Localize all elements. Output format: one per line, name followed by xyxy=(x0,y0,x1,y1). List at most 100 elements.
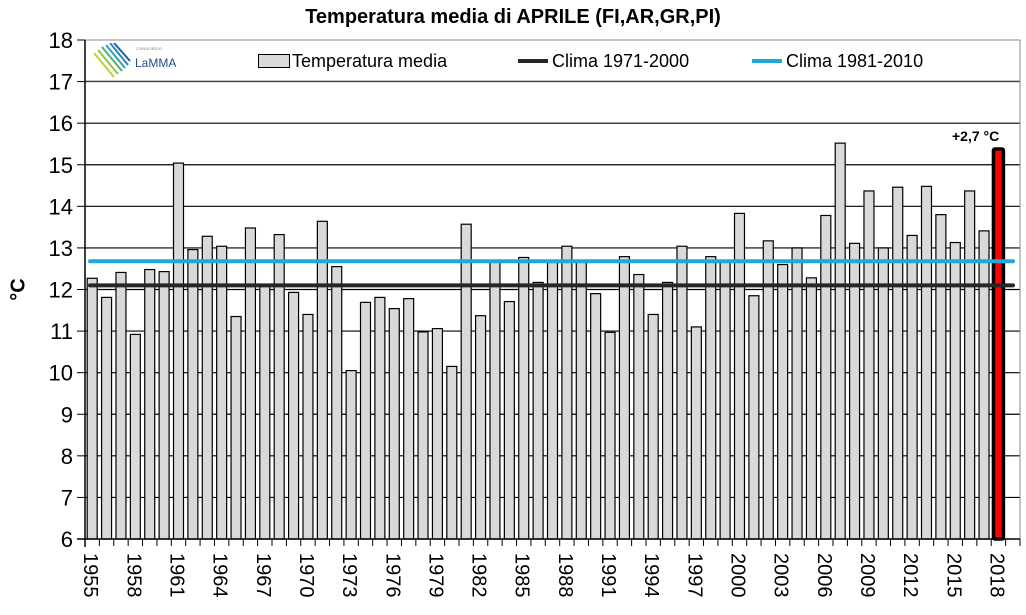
bar-2012 xyxy=(906,234,918,540)
bar-2016 xyxy=(964,190,976,540)
legend-swatch-line xyxy=(752,59,782,63)
bar-1970 xyxy=(302,313,314,540)
bar-1965 xyxy=(230,315,242,540)
bar-1966 xyxy=(244,227,257,540)
legend-swatch-line xyxy=(518,59,548,63)
x-tick-label: 2003 xyxy=(770,553,792,598)
bar-1990 xyxy=(590,293,602,540)
bar-1988 xyxy=(561,245,573,540)
bar-1991 xyxy=(604,331,616,540)
bar-1979 xyxy=(431,327,444,540)
bar-1995 xyxy=(661,281,674,540)
bar-1976 xyxy=(388,308,400,540)
bar-1994 xyxy=(647,313,659,540)
logo-name: LaMMA xyxy=(135,56,177,70)
y-tick-label: 16 xyxy=(49,111,73,136)
x-tick-label: 1976 xyxy=(381,553,403,598)
legend-item-clima-1981-2010: Clima 1981-2010 xyxy=(752,48,923,74)
bar-1958 xyxy=(129,333,141,540)
y-tick-label: 11 xyxy=(50,319,73,344)
x-tick-label: 1985 xyxy=(511,553,533,598)
x-tick-label: 1973 xyxy=(338,553,360,598)
bar-1969 xyxy=(287,291,300,540)
chart-title: Temperatura media di APRILE (FI,AR,GR,PI… xyxy=(305,6,721,28)
bar-2010 xyxy=(877,247,889,540)
x-tick-labels: 1955 1958 1961 1964 1967 1970 1973 1976 1979 1982… xyxy=(79,553,1007,598)
lamma-logo: CONSORZIO LaMMA xyxy=(92,43,182,79)
bar-1973 xyxy=(345,369,357,540)
x-tick-label: 1997 xyxy=(683,553,705,598)
logo-stripes-icon xyxy=(93,43,131,78)
y-tick-label: 12 xyxy=(49,278,73,303)
bar-2011 xyxy=(892,186,904,540)
bars xyxy=(86,142,1006,541)
x-tick-label: 1979 xyxy=(424,553,446,598)
bar-1982 xyxy=(474,315,487,540)
bar-1980 xyxy=(446,365,458,540)
bar-1967 xyxy=(259,284,271,540)
legend-label: Clima 1971-2000 xyxy=(552,50,690,71)
bar-1959 xyxy=(144,268,156,540)
bar-1985 xyxy=(518,256,530,540)
y-tick-label: 13 xyxy=(49,236,73,261)
bar-1989 xyxy=(575,260,587,540)
bar-1993 xyxy=(633,273,645,540)
bar-1962 xyxy=(187,248,199,540)
bar-2009 xyxy=(863,190,875,540)
bar-2004 xyxy=(791,247,803,540)
x-tick-label: 1958 xyxy=(122,553,144,598)
bar-1983 xyxy=(489,259,501,540)
bar-2017 xyxy=(978,230,990,540)
bar-1964 xyxy=(216,245,228,540)
legend-item-temperatura-media: Temperatura media xyxy=(258,48,447,74)
bar-1975 xyxy=(374,296,386,540)
y-tick-label: 8 xyxy=(61,444,73,469)
x-tick-label: 2018 xyxy=(985,553,1007,598)
x-tick-label: 2009 xyxy=(856,553,878,598)
bar-1996 xyxy=(676,245,688,540)
bar-2005 xyxy=(805,277,818,540)
bar-1972 xyxy=(331,266,343,540)
y-tick-label: 10 xyxy=(49,361,73,386)
y-tick-label: 15 xyxy=(49,153,73,178)
bar-1978 xyxy=(417,331,429,540)
legend-swatch-bar xyxy=(258,54,290,68)
bar-1960 xyxy=(158,271,170,540)
legend-box xyxy=(84,39,1021,82)
y-tick-label: 18 xyxy=(49,28,73,53)
x-tick-label: 2006 xyxy=(813,553,835,598)
y-tick-label: 9 xyxy=(61,402,73,427)
bar-1957 xyxy=(115,271,127,540)
bar-1974 xyxy=(359,301,372,540)
x-tick-label: 1955 xyxy=(79,553,101,598)
axes xyxy=(77,39,1021,547)
x-tick-label: 1988 xyxy=(554,553,576,598)
x-tick-label: 2012 xyxy=(899,553,921,598)
bar-2013 xyxy=(920,185,933,540)
x-tick-label: 1982 xyxy=(468,553,490,598)
y-tick-label: 14 xyxy=(49,194,73,219)
x-tick-label: 1970 xyxy=(295,553,317,598)
logo-small-text: CONSORZIO xyxy=(136,46,163,51)
x-tick-label: 2015 xyxy=(942,553,964,598)
legend-item-clima-1971-2000: Clima 1971-2000 xyxy=(518,48,689,74)
bar-1992 xyxy=(618,256,631,540)
y-tick-label: 17 xyxy=(49,70,73,95)
x-tick-label: 1961 xyxy=(166,553,188,598)
bar-2006 xyxy=(820,214,832,540)
bar-2003 xyxy=(777,263,789,540)
bar-2001 xyxy=(748,295,760,540)
bar-2007 xyxy=(834,142,846,540)
bar-1971 xyxy=(316,220,328,540)
y-tick-label: 6 xyxy=(61,527,73,552)
bar-1986 xyxy=(532,281,544,540)
x-tick-label: 2000 xyxy=(727,553,749,598)
x-tick-label: 1967 xyxy=(252,553,274,598)
bar-1999 xyxy=(719,259,731,540)
bar-1955 xyxy=(86,277,98,540)
x-tick-label: 1964 xyxy=(209,553,231,598)
y-axis-label: °C xyxy=(7,278,30,301)
legend-label: Clima 1981-2010 xyxy=(786,50,924,71)
bar-1961 xyxy=(172,162,185,540)
